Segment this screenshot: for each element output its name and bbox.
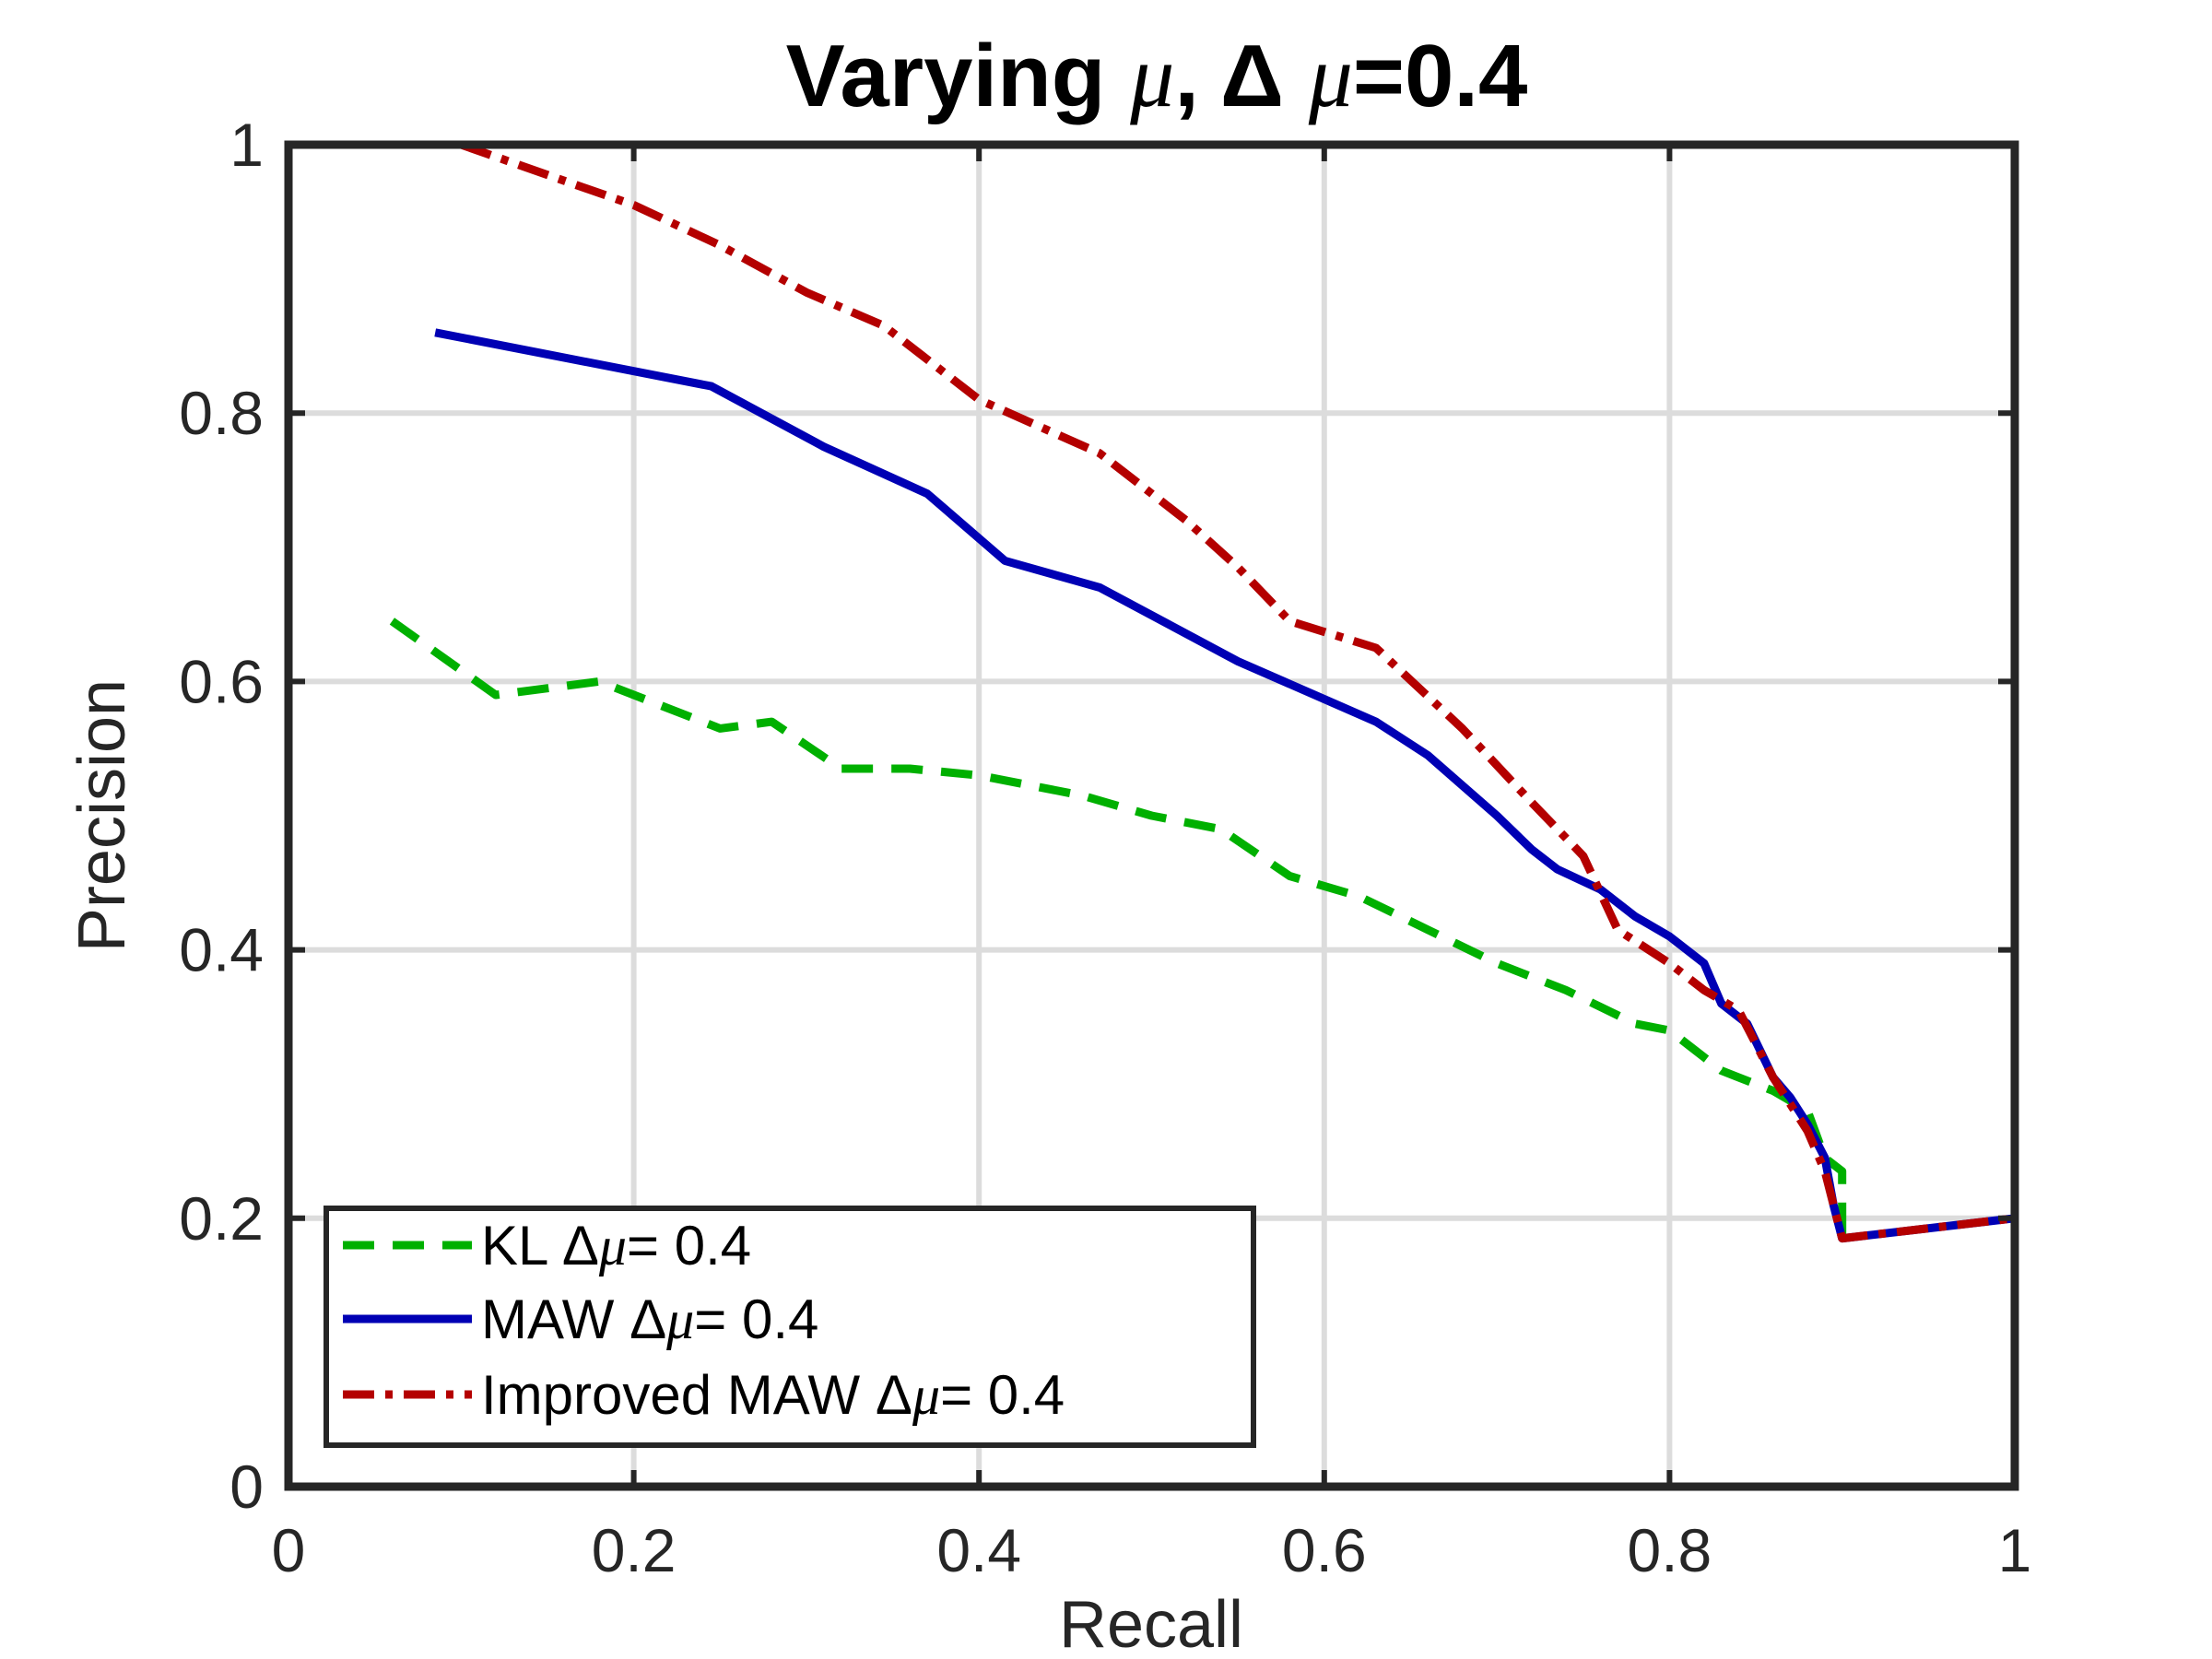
legend-kl-prefix: KL Δ	[481, 1215, 599, 1277]
y-tick-label: 0.8	[179, 379, 264, 447]
legend-maw-prefix: MAW Δ	[481, 1288, 666, 1350]
x-tick-label: 1	[1998, 1516, 2032, 1584]
legend-kl-suffix: = 0.4	[627, 1215, 751, 1277]
y-axis-label: Precision	[65, 679, 139, 952]
x-tick-label: 0.6	[1282, 1516, 1367, 1584]
x-tick-label: 0.8	[1628, 1516, 1712, 1584]
x-axis-label: Recall	[1059, 1588, 1243, 1659]
plot-frame	[284, 140, 2019, 1491]
y-tick-label: 1	[229, 111, 264, 179]
legend: KL Δμ= 0.4 MAW Δμ= 0.4 Improved MAW Δμ= …	[324, 1206, 1256, 1448]
y-tick-label: 0	[229, 1453, 264, 1521]
title-mu-1: μ	[1129, 27, 1174, 125]
series-layer	[389, 140, 2016, 1243]
legend-maw-suffix: = 0.4	[694, 1288, 818, 1350]
legend-kl-mu: μ	[598, 1216, 627, 1277]
series-line-improved-maw	[459, 140, 2016, 1243]
legend-box	[324, 1206, 1256, 1448]
legend-label-kl: KL Δμ= 0.4	[481, 1215, 751, 1277]
chart-title: Varying μ, Δ μ=0.4	[786, 27, 1528, 125]
title-part-a: Varying	[786, 27, 1131, 125]
x-tick-label: 0	[272, 1516, 306, 1584]
y-tick-labels: 0 0.2 0.4 0.6 0.8 1	[179, 111, 264, 1521]
y-tick-label: 0.2	[179, 1184, 264, 1253]
legend-label-improved-maw: Improved MAW Δμ= 0.4	[481, 1364, 1065, 1426]
legend-maw-mu: μ	[665, 1289, 694, 1350]
title-part-e: =0.4	[1353, 27, 1528, 125]
legend-improved-suffix: = 0.4	[940, 1364, 1065, 1426]
series-line-kl	[389, 618, 1847, 1239]
y-tick-label: 0.4	[179, 916, 264, 984]
x-tick-label: 0.2	[592, 1516, 677, 1584]
title-part-c: , Δ	[1174, 27, 1308, 125]
legend-improved-prefix: Improved MAW Δ	[481, 1364, 912, 1426]
x-tick-label: 0.4	[936, 1516, 1021, 1584]
y-tick-label: 0.6	[179, 647, 264, 715]
title-mu-2: μ	[1308, 27, 1353, 125]
legend-improved-mu: μ	[912, 1365, 940, 1426]
legend-label-maw: MAW Δμ= 0.4	[481, 1288, 818, 1350]
x-tick-labels: 0 0.2 0.4 0.6 0.8 1	[272, 1516, 2032, 1584]
